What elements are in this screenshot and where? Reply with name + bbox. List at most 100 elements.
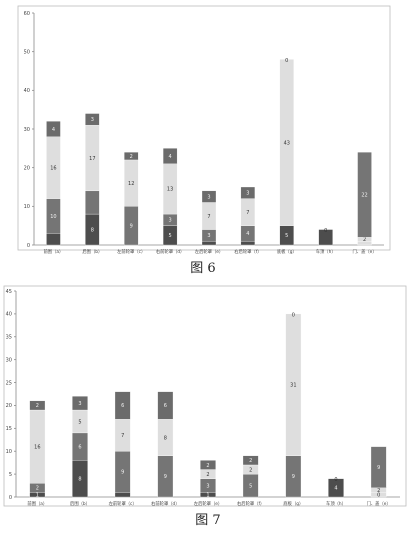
data-label: 6 <box>78 444 81 450</box>
data-label: 10 <box>50 214 56 220</box>
bar-segment <box>285 313 302 456</box>
data-label: 4 <box>246 231 249 237</box>
data-label: 5 <box>285 233 288 239</box>
y-tick-label: 5 <box>9 472 12 478</box>
bar-segment <box>85 113 100 126</box>
data-label: 2 <box>249 458 252 464</box>
y-tick-label: 20 <box>24 165 30 171</box>
x-tick-label: 左前轮罩（c） <box>109 500 137 507</box>
data-label: 3 <box>246 191 249 197</box>
y-tick-label: 45 <box>6 289 12 295</box>
y-tick-label: 15 <box>6 426 12 432</box>
bar-segment <box>124 152 139 161</box>
y-tick-label: 25 <box>6 380 12 386</box>
data-label: 3 <box>169 218 172 224</box>
data-label: 2 <box>130 154 133 160</box>
data-label: 8 <box>91 227 94 233</box>
data-label: 2 <box>363 237 366 243</box>
data-label: 7 <box>246 210 249 216</box>
data-label: 5 <box>169 233 172 239</box>
data-label: 0 <box>377 493 380 499</box>
data-label: 2 <box>206 472 209 478</box>
y-tick-label: 20 <box>6 403 12 409</box>
data-label: 12 <box>128 181 134 187</box>
bar-segment <box>201 240 217 246</box>
data-label: 3 <box>207 233 210 239</box>
bar-segment <box>114 391 131 420</box>
x-tick-label: 后围（b） <box>70 500 90 507</box>
y-tick-label: 0 <box>9 495 12 501</box>
bar-segment <box>157 391 174 420</box>
data-label: 2 <box>377 488 380 494</box>
data-label: 6 <box>164 403 167 409</box>
data-label: 16 <box>50 165 56 171</box>
data-label: 3 <box>206 483 209 489</box>
bar-segment <box>85 190 100 215</box>
data-label: 43 <box>284 140 290 146</box>
caption-figure-7: 图 7 <box>195 513 220 528</box>
data-label: 1 <box>36 493 39 499</box>
bar-segment <box>318 229 333 246</box>
bar-segment <box>370 446 387 488</box>
y-tick-label: 10 <box>24 204 30 210</box>
data-label: 2 <box>249 467 252 473</box>
bar-segment <box>240 240 256 246</box>
bar-segment <box>114 492 131 498</box>
data-label: 4 <box>52 127 55 133</box>
data-label: 2 <box>36 486 39 492</box>
y-tick-label: 40 <box>24 88 30 94</box>
x-tick-label: 右前轮罩（d） <box>156 248 185 255</box>
bar-segment <box>200 460 216 470</box>
x-tick-label: 车顶（h） <box>326 500 346 507</box>
y-tick-label: 0 <box>27 243 30 249</box>
bar-segment <box>242 455 259 466</box>
x-tick-label: 左前轮罩（c） <box>117 248 145 255</box>
data-label: 2 <box>206 463 209 469</box>
data-label: 22 <box>361 193 367 199</box>
data-label: 4 <box>169 154 172 160</box>
data-label: 8 <box>78 476 81 482</box>
data-label: 9 <box>292 474 295 480</box>
bar-segment <box>162 148 178 164</box>
chart-figure-6: 010203040506010164前围（a）8173后围（b）9122左前轮罩… <box>17 5 391 255</box>
y-tick-label: 50 <box>24 49 30 55</box>
bar-segment <box>201 190 217 203</box>
data-label: 0 <box>292 312 295 318</box>
data-label: 9 <box>130 223 133 229</box>
data-label: 7 <box>121 433 124 439</box>
bar-segment <box>46 121 61 137</box>
bar-segment <box>240 186 256 199</box>
bar-segment <box>279 59 294 226</box>
data-label: 16 <box>34 444 40 450</box>
data-label: 17 <box>89 156 95 162</box>
caption-figure-6: 图 6 <box>190 261 215 276</box>
data-label: 31 <box>290 383 296 389</box>
data-label: 2 <box>36 403 39 409</box>
x-tick-label: 底板（g） <box>277 248 297 255</box>
data-label: 9 <box>164 474 167 480</box>
bar-segment <box>328 478 344 498</box>
bar-segment <box>72 396 88 411</box>
y-tick-label: 60 <box>24 11 30 17</box>
x-tick-label: 后围（b） <box>82 248 102 255</box>
data-label: 0 <box>334 477 337 483</box>
x-tick-label: 门、盖（e） <box>367 500 391 507</box>
data-label: 4 <box>334 486 337 492</box>
data-label: 1 <box>206 493 209 499</box>
y-tick-label: 35 <box>6 335 12 341</box>
data-label: 13 <box>167 187 173 193</box>
chart-figure-7: 05101520253035404512162前围（a）8653后围（b）976… <box>3 285 407 507</box>
x-tick-label: 右后轮罩（f） <box>234 248 261 255</box>
data-label: 5 <box>78 419 81 425</box>
x-tick-label: 门、盖（e） <box>352 248 376 255</box>
data-label: 8 <box>164 435 167 441</box>
bar-segment <box>29 400 46 411</box>
bar-segment <box>46 233 61 246</box>
x-tick-label: 左后轮罩（e） <box>194 500 222 507</box>
x-tick-label: 左后轮罩（e） <box>195 248 223 255</box>
x-tick-label: 车顶（h） <box>316 248 336 255</box>
data-label: 0 <box>285 58 288 64</box>
x-tick-label: 底板（g） <box>283 500 303 507</box>
data-label: 6 <box>121 403 124 409</box>
